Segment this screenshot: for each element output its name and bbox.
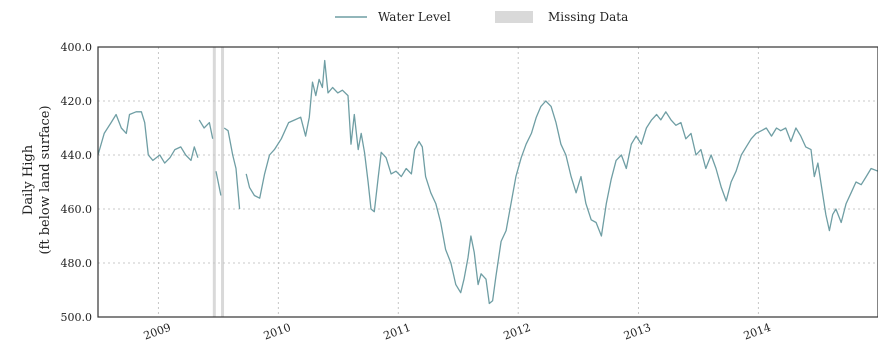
- x-tick-label: 2011: [382, 321, 413, 343]
- x-tick-label: 2012: [502, 321, 533, 343]
- y-axis-label-line-1: Daily High: [21, 144, 36, 215]
- plot-frame: [97, 46, 878, 318]
- y-axis-label: Daily High (ft below land surface): [21, 105, 53, 254]
- water-level-line-segment: [245, 59, 878, 305]
- water-level-line-segment: [223, 127, 241, 210]
- x-tick-label: 2014: [742, 321, 773, 343]
- y-tick-label: 420.0: [61, 95, 93, 108]
- water-level-line-segment: [198, 119, 214, 139]
- water-level-line-segment: [97, 111, 199, 164]
- y-tick-label: 460.0: [61, 203, 93, 216]
- y-tick-label: 500.0: [61, 311, 93, 324]
- x-tick-label: 2013: [622, 321, 653, 343]
- x-tick-label: 2010: [262, 321, 293, 343]
- legend: Water Level Missing Data: [335, 10, 628, 24]
- y-tick-label: 400.0: [61, 41, 93, 54]
- legend-water-level-label: Water Level: [378, 10, 451, 24]
- y-tick-label: 440.0: [61, 149, 93, 162]
- missing-data-band: [212, 47, 216, 317]
- y-tick-label: 480.0: [61, 257, 93, 270]
- legend-missing-data-label: Missing Data: [548, 10, 628, 24]
- missing-data-band: [221, 47, 225, 317]
- y-axis-label-line-2: (ft below land surface): [38, 105, 53, 254]
- legend-missing-data-swatch: [495, 11, 533, 23]
- x-tick-label: 2009: [142, 321, 173, 343]
- water-level-line-segment: [215, 171, 222, 196]
